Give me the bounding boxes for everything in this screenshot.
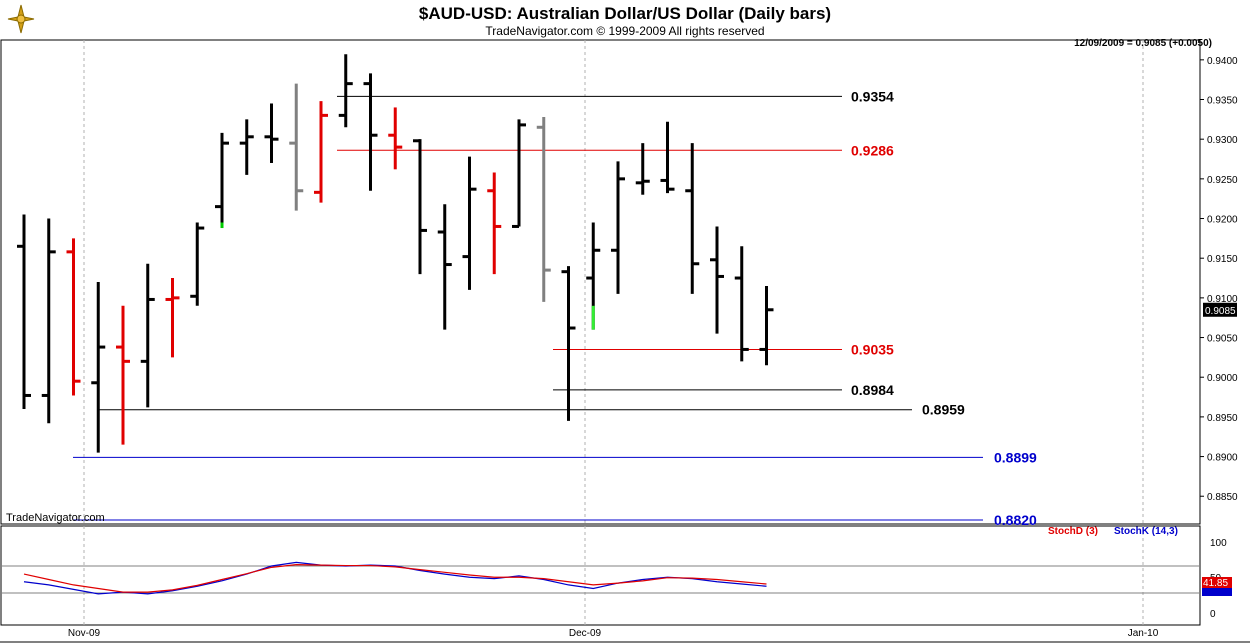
chart-title: $AUD-USD: Australian Dollar/US Dollar (D… bbox=[418, 4, 832, 23]
level-label: 0.9354 bbox=[851, 88, 894, 104]
level-label: 0.9035 bbox=[851, 341, 894, 357]
trade-navigator-logo-icon bbox=[4, 3, 38, 40]
stochd-line bbox=[23, 564, 767, 593]
x-tick-label: Nov-09 bbox=[68, 628, 101, 639]
ohlc-bar bbox=[611, 161, 625, 294]
ohlc-bar bbox=[561, 266, 576, 421]
ohlc-bar bbox=[635, 143, 650, 195]
level-label: 0.8959 bbox=[922, 402, 965, 418]
ohlc-bar bbox=[66, 238, 81, 396]
indicator-plot-frame bbox=[0, 525, 1201, 626]
y-tick-label: 0.9300 bbox=[1207, 135, 1238, 146]
level-label: 0.9286 bbox=[851, 142, 894, 158]
legend-stochk: StochK (14,3) bbox=[1114, 526, 1178, 537]
ohlc-bar bbox=[734, 246, 749, 362]
main-plot-frame bbox=[0, 39, 1201, 525]
watermark: TradeNavigator.com bbox=[6, 512, 105, 524]
y-tick-label: 0.9400 bbox=[1207, 56, 1238, 67]
y-tick-label: 0.9250 bbox=[1207, 175, 1238, 186]
ohlc-bar bbox=[190, 222, 205, 306]
ohlc-bar bbox=[239, 119, 254, 175]
y-tick-label: 0.9000 bbox=[1207, 373, 1238, 384]
ohlc-bar bbox=[487, 172, 502, 275]
ohlc-bar bbox=[388, 107, 403, 170]
level-label: 0.8820 bbox=[994, 512, 1037, 528]
ohlc-bar bbox=[685, 143, 700, 294]
ohlc-bar bbox=[91, 282, 106, 453]
y-tick-label: 0.9200 bbox=[1207, 215, 1238, 226]
ohlc-bar bbox=[17, 214, 31, 409]
ohlc-bar bbox=[413, 139, 427, 275]
ohlc-bar bbox=[512, 119, 526, 228]
ohlc-bar bbox=[264, 103, 279, 163]
stochk-value-tag bbox=[1202, 586, 1232, 596]
y-tick-label: 0.8850 bbox=[1207, 492, 1238, 503]
y-tick-label: 0.8950 bbox=[1207, 413, 1238, 424]
ohlc-bar bbox=[140, 263, 155, 408]
ohlc-bar bbox=[437, 204, 452, 330]
last-quote: 12/09/2009 = 0.9085 (+0.0050) bbox=[1074, 38, 1212, 49]
legend-stochd: StochD (3) bbox=[1048, 526, 1098, 537]
ohlc-bar bbox=[41, 218, 56, 424]
ohlc-bar bbox=[289, 83, 304, 211]
stochd-value-tag bbox=[1202, 577, 1232, 588]
stoch-axis-label: 100 bbox=[1210, 538, 1227, 549]
ohlc-bar bbox=[660, 121, 675, 194]
ohlc-bar bbox=[759, 285, 774, 366]
y-tick-label: 0.8900 bbox=[1207, 453, 1238, 464]
ohlc-bar bbox=[338, 54, 353, 128]
y-tick-label: 0.9100 bbox=[1207, 294, 1238, 305]
y-tick-label: 0.9050 bbox=[1207, 334, 1238, 345]
ohlc-bar bbox=[462, 156, 477, 290]
last-price-tag bbox=[1203, 302, 1237, 317]
ohlc-bar bbox=[116, 305, 130, 445]
y-tick-label: 0.9150 bbox=[1207, 254, 1238, 265]
ohlc-bar bbox=[536, 116, 551, 302]
stoch-last-value: 41.85 bbox=[1203, 578, 1228, 589]
level-label: 0.8899 bbox=[994, 449, 1037, 465]
ohlc-bar bbox=[215, 132, 229, 229]
x-tick-label: Dec-09 bbox=[569, 628, 602, 639]
last-price-label: 0.9085 bbox=[1205, 306, 1236, 317]
chart-subtitle: TradeNavigator.com © 1999-2009 All right… bbox=[485, 24, 765, 38]
level-label: 0.8984 bbox=[851, 382, 894, 398]
stoch-axis-label: 0 bbox=[1210, 609, 1216, 620]
ohlc-bar bbox=[710, 226, 724, 334]
x-tick-label: Jan-10 bbox=[1128, 628, 1159, 639]
y-tick-label: 0.9350 bbox=[1207, 96, 1238, 107]
stochk-line bbox=[23, 561, 767, 595]
ohlc-bar bbox=[314, 101, 328, 203]
ohlc-bar bbox=[165, 278, 180, 358]
ohlc-bar bbox=[363, 73, 378, 191]
